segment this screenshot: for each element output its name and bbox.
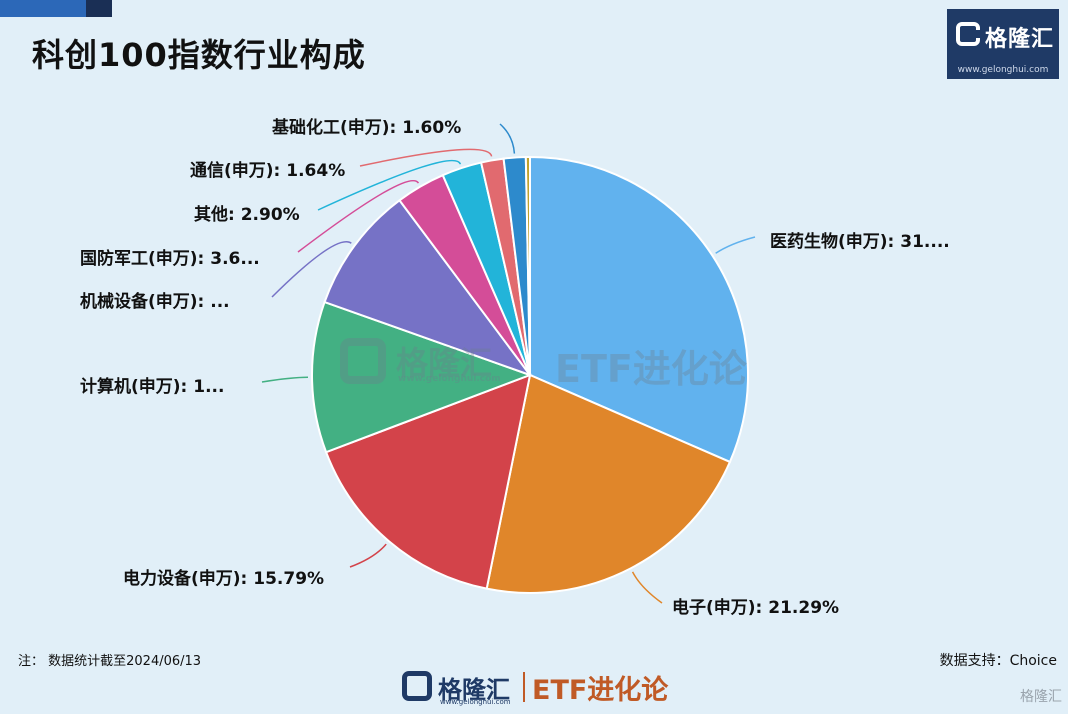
pie-slice [485, 373, 732, 594]
footer-etf: ETF进化论 [532, 675, 669, 706]
watermark-url: www.gelonghui.com [398, 374, 501, 384]
leader-line [261, 376, 309, 383]
slice-label: 国防军工(申万): 3.6... [80, 248, 260, 269]
chart-title: 科创100指数行业构成 [32, 36, 366, 74]
leader-line [317, 159, 462, 211]
data-source: 数据支持：Choice [939, 653, 1057, 669]
slice-label: 医药生物(申万): 31.... [770, 231, 950, 252]
logo-url: www.gelonghui.com [957, 65, 1049, 75]
slice-label: 通信(申万): 1.64% [190, 160, 345, 181]
footer-brand-name: 格隆汇 [438, 676, 510, 704]
leader-line [349, 543, 387, 568]
top-accent-tab-dark [86, 0, 112, 17]
corner-watermark: 格隆汇 [1020, 689, 1062, 705]
label-leader-lines [261, 123, 756, 604]
slice-label: 机械设备(申万): ... [80, 291, 230, 312]
leader-line [297, 179, 420, 253]
pie-slice [324, 373, 532, 590]
pie-slice [529, 155, 749, 464]
watermark-g-icon [340, 338, 386, 384]
slice-label: 其他: 2.90% [194, 204, 300, 225]
footer-divider [523, 672, 525, 702]
footer-g-icon [402, 671, 432, 701]
leader-line [499, 123, 516, 154]
watermark-brand: 格隆汇 [396, 344, 493, 382]
slice-label: 电子(申万): 21.29% [672, 597, 839, 618]
pie-slice [311, 300, 533, 454]
watermark-etf: ETF进化论 [555, 347, 747, 391]
top-accent-tab [0, 0, 112, 17]
footer-brand: 格隆汇 www.gelonghui.com ETF进化论 [402, 668, 692, 706]
leader-line [271, 241, 352, 298]
footnote: 注： 数据统计截至2024/06/13 [18, 654, 202, 669]
gelonghui-g-icon [956, 22, 980, 46]
pie-slices [311, 155, 749, 594]
logo-name: 格隆汇 [985, 27, 1055, 52]
brand-logo: 格隆汇 www.gelonghui.com [947, 9, 1059, 79]
pie-slice [524, 155, 531, 376]
slice-labels: 医药生物(申万): 31.... 电子(申万): 21.29% 电力设备(申万): … [80, 117, 950, 618]
leader-line [631, 571, 663, 604]
slice-label: 计算机(申万): 1... [80, 376, 224, 397]
leader-line [359, 148, 493, 167]
footer-brand-url: www.gelonghui.com [440, 698, 511, 706]
pie-slice [323, 198, 533, 378]
slice-label: 基础化工(申万): 1.60% [271, 117, 461, 138]
slice-label: 电力设备(申万): 15.79% [123, 568, 324, 589]
leader-line [715, 236, 756, 254]
